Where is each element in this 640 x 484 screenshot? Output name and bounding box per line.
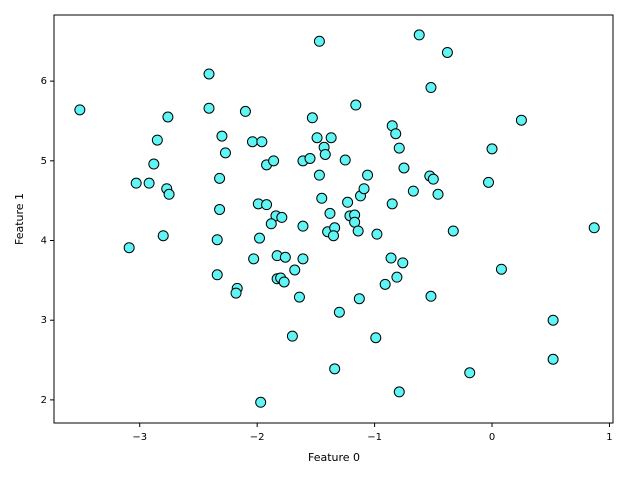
point xyxy=(425,82,437,94)
point xyxy=(358,183,370,195)
point xyxy=(306,112,318,124)
point xyxy=(483,176,495,188)
point xyxy=(313,35,325,47)
point xyxy=(230,287,242,299)
point xyxy=(293,291,305,303)
point xyxy=(297,253,309,265)
x-tick-label: −1 xyxy=(367,432,382,443)
point xyxy=(265,218,277,230)
x-axis-label: Feature 0 xyxy=(308,451,360,464)
y-tick-label: 2 xyxy=(41,395,47,406)
point xyxy=(255,396,267,408)
point xyxy=(289,264,301,276)
y-axis-label: Feature 1 xyxy=(13,193,26,245)
point xyxy=(276,211,288,223)
point xyxy=(248,253,260,265)
point xyxy=(342,196,354,208)
x-tick-label: −3 xyxy=(132,432,147,443)
point xyxy=(339,154,351,166)
y-tick-label: 4 xyxy=(41,236,47,247)
point xyxy=(425,290,437,302)
point xyxy=(211,234,223,246)
y-tick-label: 3 xyxy=(41,315,47,326)
point xyxy=(163,188,175,200)
point xyxy=(350,99,362,111)
point xyxy=(279,251,291,263)
point xyxy=(515,114,527,126)
point xyxy=(328,230,339,242)
point xyxy=(313,169,325,181)
point xyxy=(254,232,266,244)
point xyxy=(211,269,223,281)
point xyxy=(333,306,345,318)
point xyxy=(464,367,476,379)
point xyxy=(495,263,507,275)
point xyxy=(261,199,273,211)
point xyxy=(391,271,403,283)
point xyxy=(547,353,559,365)
point xyxy=(219,147,231,159)
x-tick-label: −2 xyxy=(250,432,265,443)
point xyxy=(379,278,391,290)
y-tick-label: 5 xyxy=(41,156,47,167)
point xyxy=(319,148,331,160)
point xyxy=(547,314,559,326)
point xyxy=(268,155,280,167)
point xyxy=(370,332,382,344)
point xyxy=(239,105,251,117)
point xyxy=(151,134,163,146)
point xyxy=(486,143,498,155)
point xyxy=(588,222,600,234)
point xyxy=(203,68,215,80)
point xyxy=(311,132,323,144)
point xyxy=(324,207,336,219)
point xyxy=(157,230,169,242)
point xyxy=(393,386,405,398)
point xyxy=(297,220,309,232)
x-tick-label: 0 xyxy=(489,432,495,443)
point xyxy=(393,142,405,154)
point xyxy=(447,225,459,237)
point xyxy=(143,177,155,189)
point xyxy=(397,257,409,269)
point xyxy=(203,102,215,114)
point xyxy=(413,29,425,41)
point xyxy=(316,192,328,204)
point xyxy=(385,252,397,264)
point xyxy=(362,169,374,181)
point xyxy=(278,276,290,288)
point xyxy=(286,330,298,342)
point xyxy=(123,242,135,254)
point xyxy=(441,46,453,58)
point xyxy=(304,152,316,164)
point xyxy=(427,173,439,185)
point xyxy=(390,128,402,140)
plot-frame xyxy=(53,14,614,424)
point xyxy=(352,225,364,237)
point xyxy=(386,198,398,210)
point xyxy=(148,158,160,170)
point xyxy=(325,132,337,144)
point xyxy=(329,363,341,375)
point xyxy=(74,104,86,116)
point xyxy=(214,203,226,215)
point xyxy=(432,188,444,200)
point xyxy=(216,130,228,142)
x-tick-label: 1 xyxy=(606,432,612,443)
point xyxy=(371,228,383,240)
y-tick-label: 6 xyxy=(41,76,47,87)
point xyxy=(130,177,142,189)
point xyxy=(398,162,410,174)
point xyxy=(256,136,268,148)
point xyxy=(407,185,419,197)
point xyxy=(162,111,174,123)
point xyxy=(214,172,226,184)
point xyxy=(353,293,365,305)
point xyxy=(246,136,258,148)
